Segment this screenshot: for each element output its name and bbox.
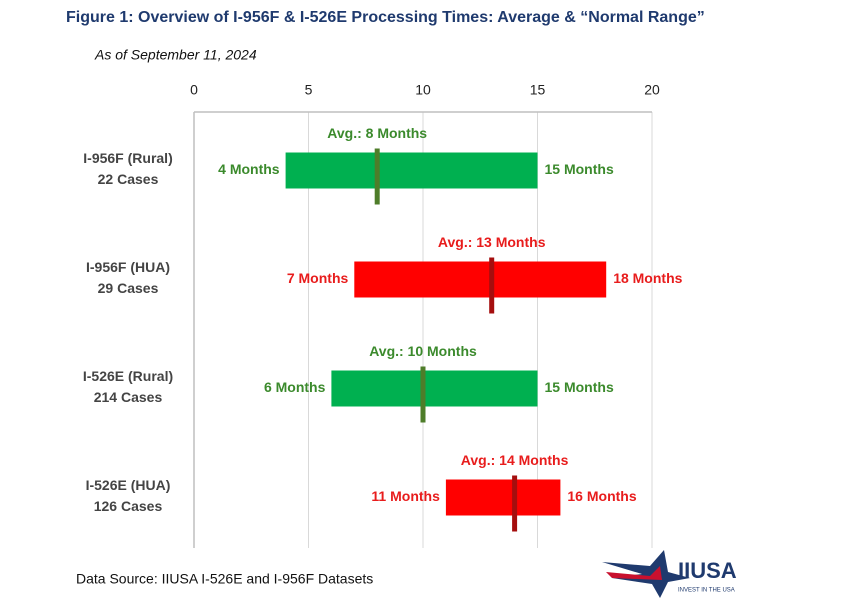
logo-stripe: [606, 566, 662, 580]
average-label: Avg.: 14 Months: [461, 452, 569, 468]
average-label: Avg.: 10 Months: [369, 343, 477, 359]
range-bar: [354, 261, 607, 298]
range-bar: [445, 479, 561, 516]
logo: IIUSA INVEST IN THE USA: [602, 550, 737, 598]
chart-subtitle: As of September 11, 2024: [94, 47, 257, 63]
average-label: Avg.: 8 Months: [327, 125, 427, 141]
high-label: 15 Months: [545, 379, 614, 395]
x-tick-label: 5: [305, 82, 313, 98]
x-tick-label: 15: [530, 82, 546, 98]
low-label: 7 Months: [287, 270, 349, 286]
average-marker: [512, 475, 518, 532]
low-label: 6 Months: [264, 379, 326, 395]
category-label: I-526E (HUA): [86, 477, 171, 493]
category-label: I-956F (Rural): [83, 150, 172, 166]
logo-star: [602, 550, 690, 598]
average-marker: [374, 148, 380, 205]
average-marker: [420, 366, 426, 423]
case-count-label: 214 Cases: [94, 389, 163, 405]
case-count-label: 22 Cases: [98, 171, 159, 187]
low-label: 4 Months: [218, 161, 280, 177]
case-count-label: 126 Cases: [94, 498, 163, 514]
high-label: 16 Months: [567, 488, 636, 504]
category-label: I-956F (HUA): [86, 259, 170, 275]
range-bar: [285, 152, 538, 189]
chart-title: Figure 1: Overview of I-956F & I-526E Pr…: [66, 9, 705, 26]
category-label: I-526E (Rural): [83, 368, 173, 384]
high-label: 18 Months: [613, 270, 682, 286]
logo-tagline: INVEST IN THE USA: [678, 588, 735, 594]
range-bar: [331, 370, 538, 407]
logo-name: IIUSA: [678, 558, 737, 583]
case-count-label: 29 Cases: [98, 280, 159, 296]
average-label: Avg.: 13 Months: [438, 234, 546, 250]
high-label: 15 Months: [545, 161, 614, 177]
source-note: Data Source: IIUSA I-526E and I-956F Dat…: [76, 571, 373, 587]
x-tick-label: 20: [644, 82, 660, 98]
x-tick-label: 0: [190, 82, 198, 98]
x-tick-label: 10: [415, 82, 431, 98]
low-label: 11 Months: [371, 488, 440, 504]
average-marker: [489, 257, 495, 314]
